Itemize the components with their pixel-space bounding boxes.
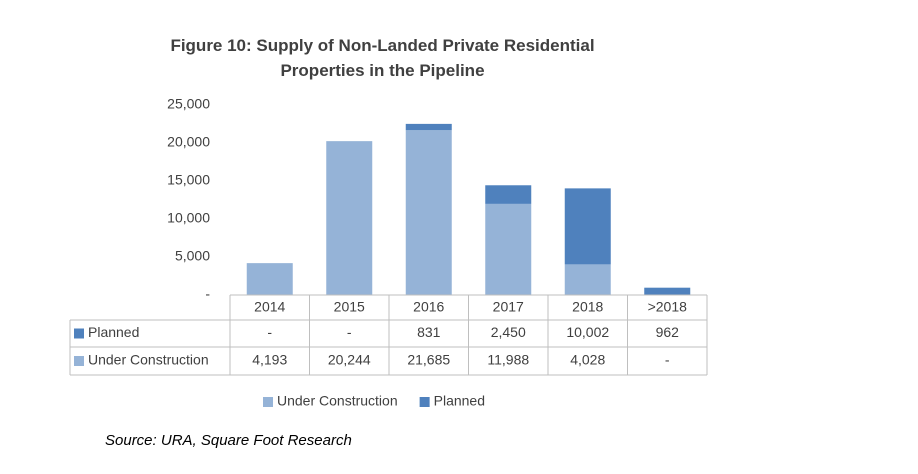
legend-key [419,397,430,407]
bar [326,141,373,295]
bar [246,263,293,295]
table-legend-key [74,328,84,339]
y-tick-label: 10,000 [167,210,210,226]
y-tick-label: 15,000 [167,172,210,188]
table-cell: 831 [417,324,441,340]
x-tick-label: >2018 [648,299,688,315]
table-cell: - [665,352,670,368]
bar [564,188,611,265]
bar [644,287,691,295]
bar [405,130,452,295]
legend-label: Planned [434,393,485,409]
x-tick-label: 2017 [493,299,524,315]
x-tick-label: 2016 [413,299,444,315]
table-cell: 962 [656,324,680,340]
table-cell: 21,685 [407,352,450,368]
x-tick-label: 2015 [334,299,365,315]
legend-key [263,397,273,407]
y-tick-label: 5,000 [175,248,210,264]
table-row-label: Under Construction [88,352,209,368]
table-cell: 4,028 [570,352,605,368]
legend-label: Under Construction [277,393,398,409]
table-cell: 4,193 [252,352,287,368]
table-cell: - [267,324,272,340]
bar [485,203,532,295]
table-row-label: Planned [88,324,139,340]
bar [485,185,532,204]
x-tick-label: 2018 [572,299,603,315]
table-cell: 10,002 [566,324,609,340]
table-cell: 2,450 [491,324,526,340]
table-cell: 11,988 [487,352,529,368]
x-tick-label: 2014 [254,299,285,315]
table-legend-key [74,356,84,366]
table-cell: 20,244 [328,352,371,368]
y-tick-label: 20,000 [167,134,210,150]
y-tick-label: - [205,286,210,302]
bar [405,123,452,131]
table-cell: - [347,324,352,340]
chart-title: Figure 10: Supply of Non-Landed Private … [170,36,595,80]
bar [564,264,611,295]
y-tick-label: 25,000 [167,96,210,112]
source-note: Source: URA, Square Foot Research [105,432,352,449]
